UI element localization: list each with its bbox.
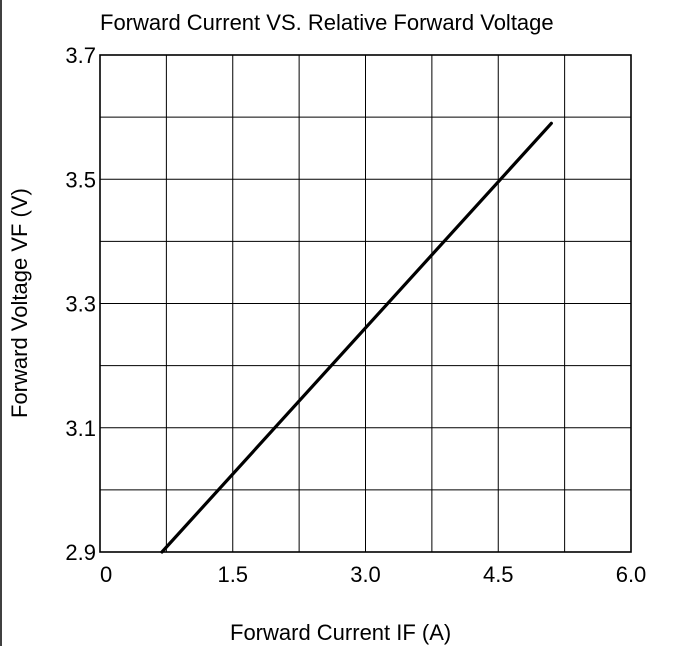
y-tick-label: 3.1 [65,416,96,441]
y-tick-label: 3.5 [65,167,96,192]
x-tick-labels: 0 1.5 3.0 4.5 6.0 [100,562,646,587]
y-tick-label: 2.9 [65,540,96,565]
y-tick-label: 3.3 [65,292,96,317]
x-tick-label: 6.0 [616,562,647,587]
x-tick-label: 0 [100,562,112,587]
x-tick-label: 4.5 [483,562,514,587]
y-tick-labels: 3.7 3.5 3.3 3.1 2.9 [65,43,96,565]
y-axis-label: Forward Voltage VF (V) [7,188,32,418]
plot-area [99,54,632,553]
x-axis-label: Forward Current IF (A) [230,620,451,645]
y-tick-label: 3.7 [65,43,96,68]
series-line [160,121,553,554]
chart-title: Forward Current VS. Relative Forward Vol… [100,10,554,35]
grid-lines [100,55,631,552]
x-tick-label: 1.5 [217,562,248,587]
series-layer [160,121,553,554]
x-tick-label: 3.0 [350,562,381,587]
